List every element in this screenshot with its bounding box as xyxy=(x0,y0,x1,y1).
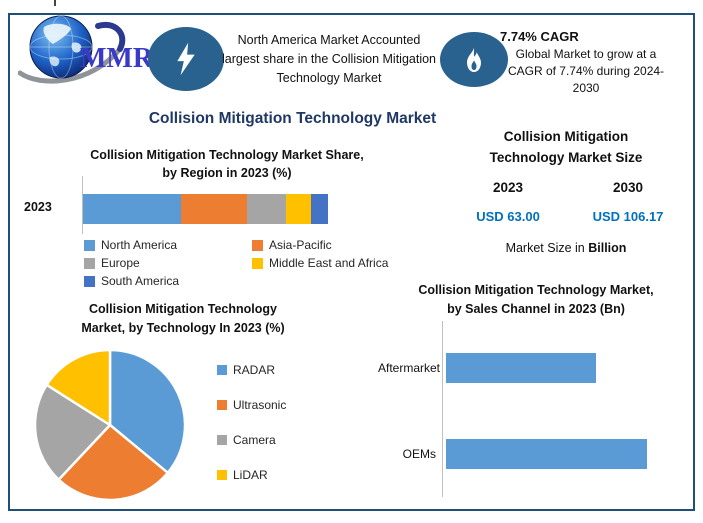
sales-chart-title: Collision Mitigation Technology Market, … xyxy=(418,283,654,316)
cagr-badge xyxy=(440,32,508,87)
legend-item-radar: RADAR xyxy=(217,363,286,377)
sales-category-label: Aftermarket xyxy=(378,361,441,375)
technology-pie-svg xyxy=(33,348,187,502)
logo-text: MMR xyxy=(80,43,154,74)
sales-plot-area xyxy=(446,353,688,383)
infographic-board: MMR North America Market Accounted large… xyxy=(8,13,695,511)
region-segment-europe xyxy=(247,194,287,224)
region-stacked-bar xyxy=(83,194,328,224)
legend-item-ultrasonic: Ultrasonic xyxy=(217,398,286,412)
legend-label: Middle East and Africa xyxy=(269,256,389,270)
logo-swoosh xyxy=(18,46,123,84)
legend-label: Europe xyxy=(101,256,140,270)
sales-category-label: OEMs xyxy=(402,447,436,461)
legend-marker-icon xyxy=(217,470,227,480)
legend-marker-icon xyxy=(252,239,263,251)
legend-label: South America xyxy=(101,274,180,288)
lightning-icon xyxy=(177,42,195,76)
cagr-block: 7.74% CAGR Global Market to grow at a CA… xyxy=(500,29,672,97)
pie-slice-radar xyxy=(108,348,187,475)
sales-bar xyxy=(446,353,596,383)
legend-marker-icon xyxy=(84,275,95,287)
legend-label: Ultrasonic xyxy=(233,398,287,412)
cagr-text: Global Market to grow at a CAGR of 7.74%… xyxy=(507,47,665,96)
region-chart-axis xyxy=(82,176,83,234)
sales-row-oems: OEMs xyxy=(378,439,688,469)
sales-rows: Aftermarket OEMs xyxy=(378,321,688,497)
technology-chart-title: Collision Mitigation Technology Market, … xyxy=(81,302,285,335)
region-segment-south-america xyxy=(310,194,328,224)
logo-continent-3 xyxy=(49,56,60,67)
value-2030: USD 106.17 xyxy=(592,209,664,224)
region-category-label: 2023 xyxy=(24,200,52,214)
cursor-artifact xyxy=(54,0,56,6)
legend-marker-icon xyxy=(217,435,227,445)
sales-row-aftermarket: Aftermarket xyxy=(378,353,688,383)
region-segment-middle-east-and-africa xyxy=(286,194,311,224)
legend-marker-icon xyxy=(84,239,95,251)
market-size-values: USD 63.00 USD 106.17 xyxy=(448,209,688,224)
pie-slice-camera xyxy=(33,383,112,481)
flame-icon xyxy=(467,47,481,72)
region-segment-north-america xyxy=(83,194,181,224)
sales-bar xyxy=(446,439,647,469)
technology-legend: RADAR Ultrasonic Camera LiDAR xyxy=(217,363,286,482)
legend-marker-icon xyxy=(217,400,227,410)
legend-label: RADAR xyxy=(233,363,276,377)
legend-item-north-america: North America xyxy=(84,236,252,254)
market-size-note: Market Size in Billion xyxy=(505,241,627,255)
sales-plot-area xyxy=(446,439,688,469)
logo-continent-1 xyxy=(43,23,71,44)
highlight-text: North America Market Accounted largest s… xyxy=(222,33,436,85)
legend-label: Asia-Pacific xyxy=(269,238,332,252)
page-title: Collision Mitigation Technology Market xyxy=(148,110,437,127)
region-legend: North America Europe South America Asia-Pac… xyxy=(84,236,388,290)
legend-item-camera: Camera xyxy=(217,433,286,447)
region-chart-title: Collision Mitigation Technology Market S… xyxy=(90,148,364,181)
region-segment-asia-pacific xyxy=(181,194,248,224)
market-size-title: Collision Mitigation Technology Market S… xyxy=(489,129,643,165)
highlight-badge xyxy=(148,27,224,91)
legend-marker-icon xyxy=(84,257,95,269)
mmr-logo: MMR xyxy=(18,15,154,84)
year-2023: 2023 xyxy=(492,180,524,195)
sales-chart-axis xyxy=(442,321,443,497)
value-2023: USD 63.00 xyxy=(476,209,540,224)
cagr-title: 7.74% CAGR xyxy=(500,29,579,44)
logo-curl xyxy=(95,21,126,52)
legend-label: Camera xyxy=(233,433,276,447)
market-size-years: 2023 2030 xyxy=(448,180,688,195)
legend-marker-icon xyxy=(217,365,227,375)
legend-marker-icon xyxy=(252,257,263,269)
legend-label: LiDAR xyxy=(233,468,268,482)
legend-label: North America xyxy=(101,238,178,252)
year-2030: 2030 xyxy=(612,180,644,195)
pie-slice-lidar xyxy=(45,348,112,427)
legend-item-middle-east-and-africa: Middle East and Africa xyxy=(252,254,388,272)
logo-continent-2 xyxy=(71,42,82,53)
legend-item-south-america: South America xyxy=(84,272,252,290)
pie-slice-ultrasonic xyxy=(57,423,170,502)
legend-item-asia-pacific: Asia-Pacific xyxy=(252,236,388,254)
legend-item-europe: Europe xyxy=(84,254,252,272)
legend-item-lidar: LiDAR xyxy=(217,468,286,482)
